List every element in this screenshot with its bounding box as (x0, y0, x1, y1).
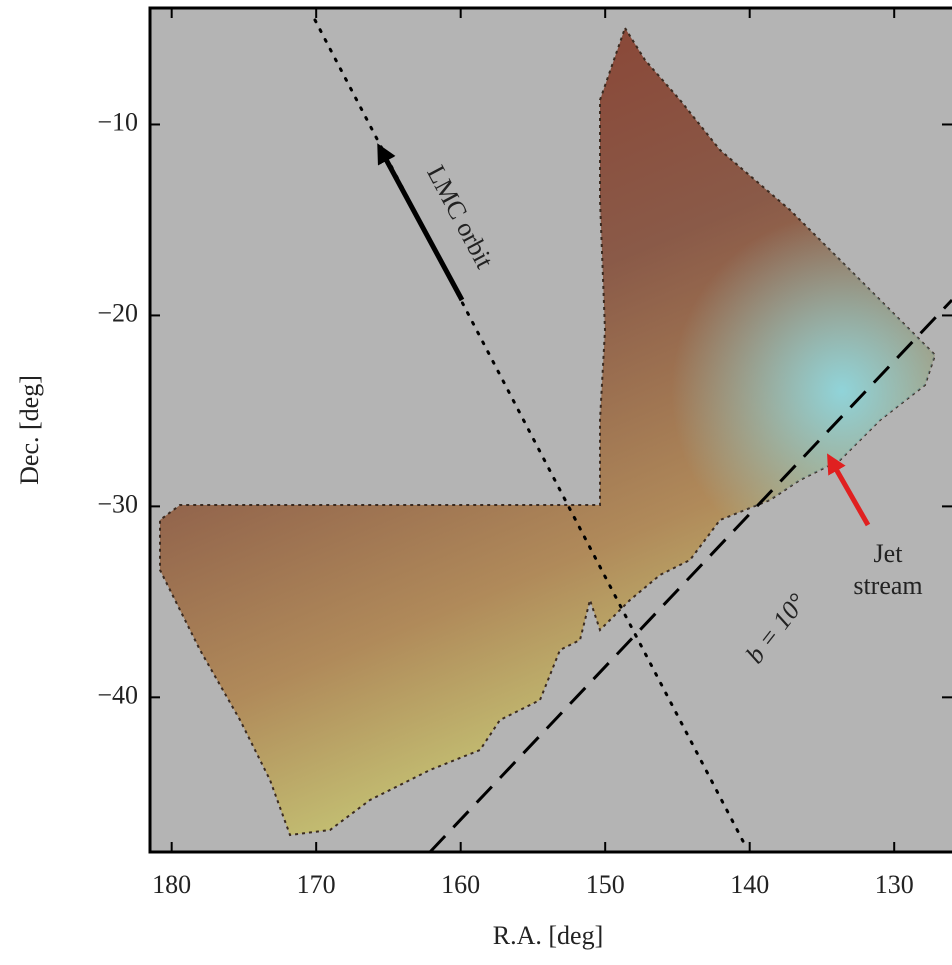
y-tick-label: −30 (97, 489, 138, 518)
x-tick-label: 160 (441, 870, 480, 899)
x-axis-label: R.A. [deg] (493, 921, 603, 950)
lmc-arrow (377, 143, 465, 302)
annotation: Jet (874, 539, 904, 568)
axes-frame (148, 6, 952, 854)
x-tick-label: 180 (152, 870, 191, 899)
footprint (159, 25, 937, 837)
x-tick-label: 140 (730, 870, 769, 899)
annotation: stream (853, 571, 922, 600)
x-tick-label: 130 (875, 870, 914, 899)
x-tick-label: 170 (297, 870, 336, 899)
y-axis-label: Dec. [deg] (15, 375, 44, 485)
y-tick-label: −20 (97, 298, 138, 327)
y-tick-label: −40 (97, 680, 138, 709)
galactic-latitude-line (428, 298, 952, 854)
x-tick-label: 150 (586, 870, 625, 899)
jet-arrow (827, 453, 871, 527)
y-tick-label: −10 (97, 107, 138, 136)
